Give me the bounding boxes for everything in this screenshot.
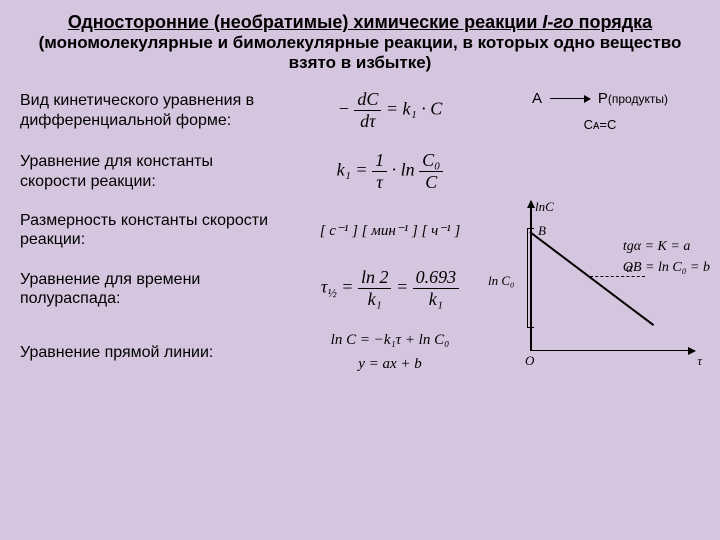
row-rate-constant: Уравнение для константы скорости реакции… [20, 150, 700, 193]
label-tau: τ [697, 353, 702, 369]
page-subtitle: (мономолекулярные и бимолекулярные реакц… [20, 33, 700, 73]
title-order: I-го [542, 12, 578, 32]
formula-differential: − dC dτ = k₁ · C [280, 89, 500, 132]
arrow-icon [550, 98, 590, 100]
row-halflife: Уравнение для времени полураспада: τ½ = … [20, 267, 500, 310]
formula-halflife: τ½ = ln 2 k₁ = 0.693 k₁ [280, 267, 500, 310]
concentration-eq: Cᴀ=C [500, 117, 700, 132]
graph-equations: tgα = K = a OB = ln C₀ = b [623, 236, 710, 278]
label-differential: Вид кинетического уравнения в дифференци… [20, 91, 280, 129]
label-dimension: Размерность константы скорости реакции: [20, 211, 280, 249]
row-differential: Вид кинетического уравнения в дифференци… [20, 89, 700, 132]
label-b: B [538, 223, 546, 239]
title-main: Односторонние (необратимые) химические р… [68, 12, 538, 32]
brace-icon [527, 228, 534, 328]
page-title: Односторонние (необратимые) химические р… [20, 12, 700, 33]
formula-dimension: [ c⁻¹ ] [ мин⁻¹ ] [ ч⁻¹ ] [280, 221, 500, 240]
ylabel: lnC [535, 199, 554, 215]
label-rate-constant: Уравнение для константы скорости реакции… [20, 152, 280, 190]
row-line: Уравнение прямой линии: ln C = −k₁τ + ln… [20, 328, 500, 376]
axis-x [530, 350, 695, 352]
label-halflife: Уравнение для времени полураспада: [20, 270, 280, 308]
label-line: Уравнение прямой линии: [20, 343, 280, 362]
label-o: O [525, 353, 534, 369]
reaction-scheme: A P(продукты) Cᴀ=C [500, 90, 700, 132]
title-end: порядка [579, 12, 653, 32]
row-dimension: Размерность константы скорости реакции: … [20, 211, 500, 249]
formula-rate-constant: k₁ = 1 τ · ln C₀ C [280, 150, 500, 193]
label-lnc0: ln C₀ [488, 273, 515, 289]
formula-line: ln C = −k₁τ + ln C₀ y = ax + b [280, 328, 500, 376]
graph: lnC B ln C₀ α O τ tgα = K = a OB = ln C₀… [500, 201, 700, 371]
